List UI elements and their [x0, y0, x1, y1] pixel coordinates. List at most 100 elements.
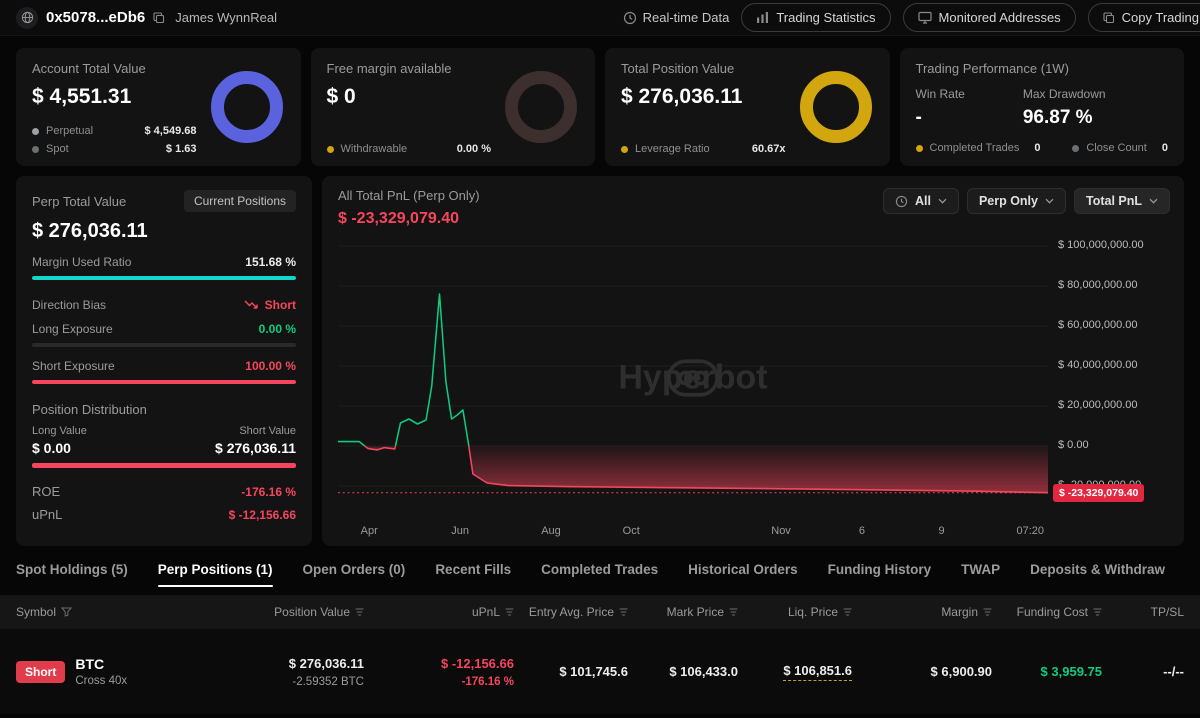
column-header-mark-price[interactable]: Mark Price [628, 605, 738, 619]
metric-dropdown[interactable]: Total PnL [1073, 188, 1170, 214]
direction-bias-value: Short [244, 298, 296, 312]
performance-stats: Win Rate - Max Drawdown 96.87 % [916, 87, 1169, 129]
long-exposure-value: 0.00 % [258, 322, 296, 336]
x-axis-label: 07:20 [1016, 525, 1045, 537]
performance-legend: Completed Trades 0 Close Count 0 [915, 142, 1168, 154]
long-value-label: Long Value [32, 425, 87, 437]
upnl-row: uPnL $ -12,156.66 [32, 507, 296, 522]
filter-icon [61, 607, 73, 617]
copy-trading-button[interactable]: Copy Trading [1087, 3, 1200, 32]
column-header-liq-price[interactable]: Liq. Price [738, 605, 852, 619]
win-rate-value: - [915, 107, 922, 128]
tab-completed-trades[interactable]: Completed Trades [541, 562, 659, 577]
upnl-value: $ -12,156.66 [440, 655, 514, 671]
position-size: -2.59352 BTC [292, 675, 364, 688]
column-label: uPnL [471, 605, 500, 619]
y-axis-label: $ 40,000,000.00 [1058, 359, 1138, 371]
y-axis-label: $ 60,000,000.00 [1058, 319, 1138, 331]
chevron-down-icon [1149, 198, 1158, 204]
max-drawdown-label: Max Drawdown [1022, 87, 1106, 101]
upnl-cell: $ -12,156.66 -176.16 % [364, 656, 514, 688]
trading-statistics-button[interactable]: Trading Statistics [741, 3, 891, 32]
short-exposure-bar-track [32, 380, 296, 384]
legend-dot [32, 127, 39, 135]
account-legend: Perpetual $ 4,549.68 Spot $ 1.63 [32, 125, 197, 155]
tab-spot-holdings[interactable]: Spot Holdings (5) [16, 562, 128, 577]
chart-x-axis: Apr Jun Aug Oct Nov 6 9 07:20 [338, 525, 1048, 545]
legend-item-withdrawable: Withdrawable 0.00 % [326, 143, 491, 155]
long-exposure-bar-track [32, 343, 296, 347]
symbol-cell: Short BTC Cross 40x [16, 656, 206, 687]
column-header-funding-cost[interactable]: Funding Cost [992, 605, 1102, 619]
column-header-position-value[interactable]: Position Value [206, 605, 364, 619]
column-header-margin[interactable]: Margin [852, 605, 992, 619]
leverage-label: Cross 40x [75, 675, 128, 687]
column-header-symbol[interactable]: Symbol [16, 605, 206, 619]
pnl-chart-panel: All Total PnL (Perp Only) $ -23,329,079.… [322, 176, 1184, 546]
chart-total-pnl-value: $ -23,329,079.40 [338, 210, 459, 227]
card-title: Account Total Value [32, 61, 146, 76]
total-position-value-card: Total Position Value $ 276,036.11 Levera… [605, 48, 890, 166]
y-axis-label: $ 80,000,000.00 [1058, 279, 1138, 291]
margin-cell: $ 6,900.90 [930, 664, 992, 679]
market-type-dropdown[interactable]: Perp Only [966, 188, 1066, 214]
time-range-dropdown[interactable]: All [882, 188, 959, 214]
roe-row: ROE -176.16 % [32, 484, 296, 499]
short-exposure-bar [32, 380, 296, 384]
upnl-label: uPnL [32, 507, 63, 522]
side-badge: Short [16, 660, 66, 683]
column-header-upnl[interactable]: uPnL [364, 605, 514, 619]
sort-icon [729, 608, 738, 616]
distribution-labels-row: Long Value Short Value [32, 425, 296, 437]
topbar: 0x5078...eDb6 James WynnReal Real-time D… [0, 0, 1200, 36]
long-exposure-row: Long Exposure 0.00 % [32, 322, 296, 336]
pnl-plot-area[interactable]: Hyperbot [338, 238, 1048, 518]
chart-body: Hyperbot Apr Jun Aug Oct Nov 6 9 07:20 $ -23,32… [338, 238, 1170, 545]
account-total-value: $ 4,551.31 [32, 85, 132, 108]
position-value-cell: $ 276,036.11 -2.59352 BTC [206, 656, 364, 688]
column-header-entry-price[interactable]: Entry Avg. Price [514, 605, 628, 619]
column-label: Margin [941, 605, 978, 619]
current-positions-badge[interactable]: Current Positions [183, 190, 296, 212]
account-donut-chart [210, 71, 283, 143]
clock-icon [895, 195, 908, 208]
tab-funding-history[interactable]: Funding History [827, 562, 932, 577]
legend-item-spot: Spot $ 1.63 [32, 143, 197, 155]
realtime-indicator: Real-time Data [623, 10, 729, 25]
tab-perp-positions[interactable]: Perp Positions (1) [157, 562, 273, 587]
column-header-tpsl[interactable]: TP/SL [1102, 605, 1184, 619]
wallet-address[interactable]: 0x5078...eDb6 [46, 9, 146, 26]
chevron-down-icon [938, 198, 947, 204]
column-label: Position Value [274, 605, 350, 619]
tab-open-orders[interactable]: Open Orders (0) [302, 562, 406, 577]
tab-recent-fills[interactable]: Recent Fills [435, 562, 512, 577]
card-title: Free margin available [326, 61, 452, 76]
legend-value: $ 1.63 [165, 143, 197, 155]
legend-value: 0 [1161, 142, 1168, 154]
tab-deposits-withdrawals[interactable]: Deposits & Withdraw [1030, 562, 1166, 577]
free-margin-value: $ 0 [326, 85, 356, 108]
current-pnl-tag: $ -23,329,079.40 [1053, 483, 1145, 502]
wallet-avatar [16, 6, 38, 29]
legend-label: Close Count [1086, 142, 1147, 154]
chart-y-axis: $ -23,329,079.40 $ 100,000,000.00 $ 80,00… [1048, 238, 1170, 518]
position-row-btc[interactable]: Short BTC Cross 40x $ 276,036.11 -2.5935… [0, 629, 1200, 714]
legend-label: Completed Trades [929, 142, 1020, 154]
sort-icon [983, 608, 992, 616]
liq-price-value[interactable]: $ 106,851.6 [783, 663, 852, 681]
position-legend: Leverage Ratio 60.67x [621, 143, 786, 155]
sort-icon [619, 608, 628, 616]
legend-value: $ 4,549.68 [144, 125, 197, 137]
copy-address-icon[interactable] [153, 11, 165, 24]
tab-twap[interactable]: TWAP [961, 562, 1001, 577]
tab-historical-orders[interactable]: Historical Orders [688, 562, 798, 577]
metric-value: Total PnL [1085, 194, 1142, 208]
short-value: $ 276,036.11 [215, 440, 296, 456]
monitored-addresses-button[interactable]: Monitored Addresses [902, 3, 1076, 32]
legend-dot [1072, 144, 1080, 152]
column-label: Mark Price [666, 605, 724, 619]
x-axis-label: 6 [858, 525, 866, 537]
direction-bias-row: Direction Bias Short [32, 298, 296, 312]
chevron-down-icon [1045, 198, 1054, 204]
topbar-actions: Real-time Data Trading Statistics Monito… [623, 3, 1200, 32]
